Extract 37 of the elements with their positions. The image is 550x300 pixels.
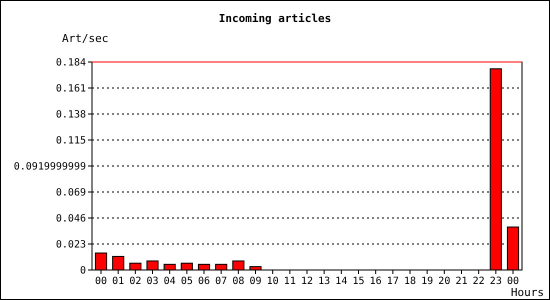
- x-tick-label: 03: [146, 276, 159, 287]
- y-axis-title: Art/sec: [62, 32, 108, 45]
- x-tick-label: 19: [421, 276, 434, 287]
- x-tick-label: 09: [249, 276, 262, 287]
- y-tick-label: 0.046: [56, 214, 86, 224]
- x-tick-label: 00: [94, 276, 108, 287]
- x-tick-label: 02: [129, 276, 142, 287]
- chart-title: Incoming articles: [218, 12, 332, 25]
- x-tick-label: 04: [164, 276, 176, 287]
- x-tick-label: 01: [112, 276, 124, 287]
- y-tick-label: 0.161: [56, 84, 86, 94]
- x-tick-label: 14: [335, 276, 348, 287]
- y-tick-label: 0: [80, 266, 86, 276]
- x-tick-label: 16: [370, 276, 382, 287]
- x-tick-label: 18: [404, 276, 416, 287]
- y-tick-label: 0.0919999999: [14, 162, 86, 172]
- x-tick-label: 21: [455, 276, 468, 287]
- x-tick-label: 10: [266, 276, 279, 287]
- y-tick-label: 0.184: [56, 58, 86, 68]
- y-tick-label: 0.069: [56, 188, 86, 198]
- x-tick-label: 08: [232, 276, 244, 287]
- x-tick-label: 11: [284, 276, 296, 287]
- x-tick-label: 15: [352, 276, 365, 287]
- x-tick-label: 05: [180, 276, 193, 287]
- x-tick-label: 13: [318, 276, 330, 287]
- y-tick-label: 0.023: [56, 240, 86, 250]
- x-tick-label: 06: [198, 276, 210, 287]
- x-tick-label: 07: [215, 276, 228, 287]
- x-tick-label: 22: [472, 276, 485, 287]
- x-tick-label: 23: [490, 276, 502, 287]
- x-tick-label: 00: [506, 276, 520, 287]
- x-tick-label: 12: [300, 276, 314, 287]
- y-tick-label: 0.138: [56, 110, 86, 120]
- x-tick-label: 20: [438, 276, 450, 287]
- y-tick-label: 0.115: [56, 136, 86, 146]
- x-tick-label: 17: [386, 276, 399, 287]
- x-axis-title: Hours: [510, 286, 544, 299]
